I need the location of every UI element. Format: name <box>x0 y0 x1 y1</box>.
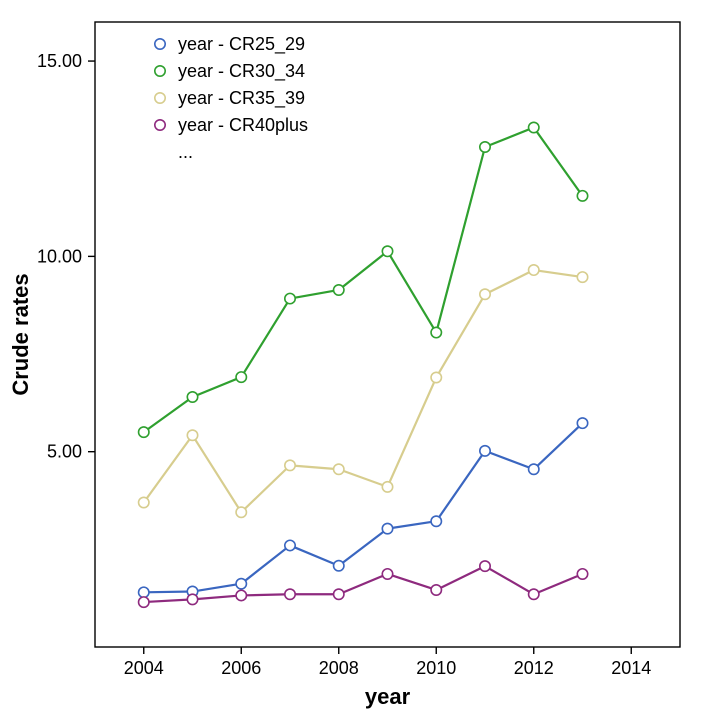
y-tick-label: 5.00 <box>47 442 82 462</box>
series-marker <box>529 589 539 599</box>
x-tick-label: 2012 <box>514 658 554 678</box>
series-marker <box>577 191 587 201</box>
legend-ellipsis: ... <box>178 142 193 162</box>
series-marker <box>139 497 149 507</box>
y-tick-label: 15.00 <box>37 51 82 71</box>
x-tick-label: 2010 <box>416 658 456 678</box>
x-tick-label: 2004 <box>124 658 164 678</box>
series-marker <box>334 464 344 474</box>
series-marker <box>285 540 295 550</box>
series-marker <box>382 569 392 579</box>
series-marker <box>139 587 149 597</box>
legend-marker <box>155 39 165 49</box>
x-tick-label: 2006 <box>221 658 261 678</box>
y-axis-title: Crude rates <box>8 273 33 395</box>
series-marker <box>382 482 392 492</box>
legend-label: year - CR30_34 <box>178 61 305 82</box>
series-marker <box>431 516 441 526</box>
series-marker <box>334 561 344 571</box>
series-marker <box>187 392 197 402</box>
series-marker <box>431 372 441 382</box>
series-marker <box>577 569 587 579</box>
series-marker <box>187 430 197 440</box>
x-tick-label: 2008 <box>319 658 359 678</box>
legend-marker <box>155 120 165 130</box>
legend-label: year - CR35_39 <box>178 88 305 109</box>
series-marker <box>285 460 295 470</box>
legend-label: year - CR25_29 <box>178 34 305 55</box>
series-marker <box>480 446 490 456</box>
line-chart: 2004 2006 2008 2010 2012 2014 year 5.00 10.00 15.… <box>0 0 709 728</box>
series-marker <box>285 589 295 599</box>
legend-label: year - CR40plus <box>178 115 308 135</box>
chart-svg: 2004 2006 2008 2010 2012 2014 year 5.00 10.00 15.… <box>0 0 709 728</box>
series-marker <box>236 507 246 517</box>
series-marker <box>382 523 392 533</box>
series-marker <box>529 122 539 132</box>
series-marker <box>236 590 246 600</box>
series-marker <box>480 289 490 299</box>
series-marker <box>480 561 490 571</box>
y-tick-label: 10.00 <box>37 246 82 266</box>
legend-marker <box>155 93 165 103</box>
series-marker <box>236 372 246 382</box>
series-marker <box>577 272 587 282</box>
series-marker <box>139 597 149 607</box>
series-marker <box>382 246 392 256</box>
legend-marker <box>155 66 165 76</box>
series-marker <box>334 589 344 599</box>
series-marker <box>236 579 246 589</box>
series-marker <box>431 327 441 337</box>
series-marker <box>480 142 490 152</box>
x-axis-title: year <box>365 684 411 709</box>
series-marker <box>334 285 344 295</box>
series-marker <box>139 427 149 437</box>
x-tick-label: 2014 <box>611 658 651 678</box>
series-marker <box>431 585 441 595</box>
series-marker <box>285 293 295 303</box>
series-marker <box>529 265 539 275</box>
series-marker <box>187 594 197 604</box>
series-marker <box>577 418 587 428</box>
series-marker <box>529 464 539 474</box>
